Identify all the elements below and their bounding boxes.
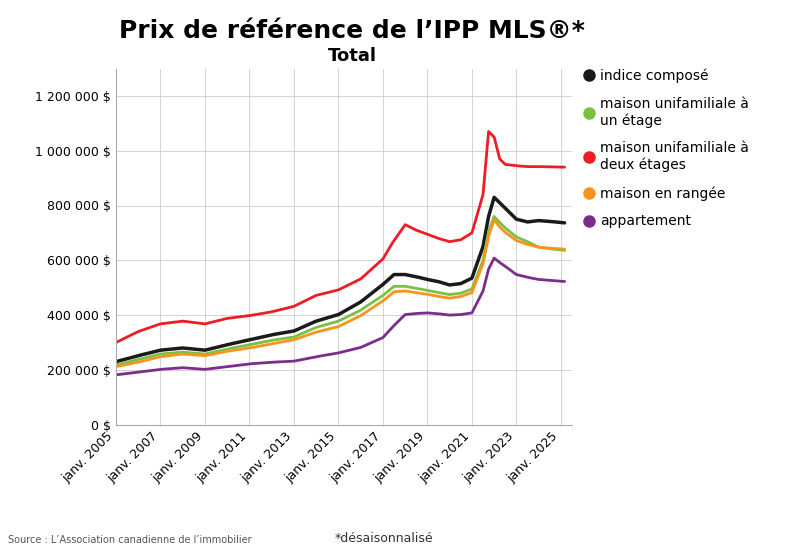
- Text: Source : L’Association canadienne de l’immobilier: Source : L’Association canadienne de l’i…: [8, 535, 252, 545]
- Text: Total: Total: [327, 47, 377, 65]
- Text: *désaisonnalisé: *désaisonnalisé: [334, 532, 434, 545]
- Text: Prix de référence de l’IPP MLS®*: Prix de référence de l’IPP MLS®*: [119, 19, 585, 43]
- Legend: indice composé, maison unifamiliale à
un étage, maison unifamiliale à
deux étage: indice composé, maison unifamiliale à un…: [583, 68, 749, 229]
